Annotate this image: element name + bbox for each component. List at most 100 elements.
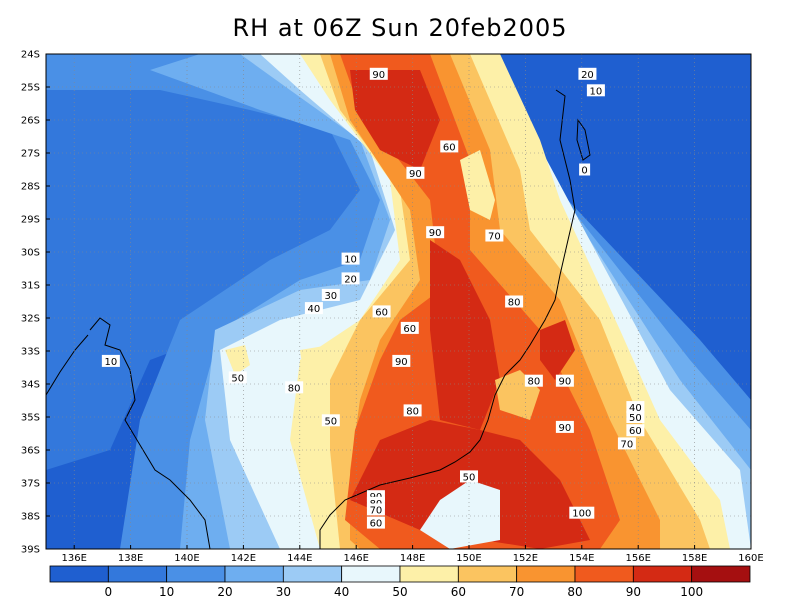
lat-label: 39S: [21, 545, 40, 556]
contour-label-text: 90: [372, 70, 385, 81]
lon-label: 160E: [738, 553, 763, 564]
contour-label-text: 50: [231, 373, 244, 384]
coastline-island: [576, 118, 591, 161]
colorbar-label: 50: [392, 585, 407, 599]
contour-label-bg: [524, 374, 543, 387]
contour-label: 90: [406, 166, 425, 180]
colorbar-label: 40: [334, 585, 349, 599]
contour-label-text: 10: [344, 255, 357, 266]
contour-label-text: 0: [581, 166, 587, 177]
contour-label: 100: [569, 506, 595, 520]
contour-label-text: 90: [409, 169, 422, 180]
lat-label: 26S: [21, 116, 40, 127]
contour-label-text: 100: [572, 509, 591, 520]
lon-label: 154E: [569, 553, 594, 564]
contour-pocket-center: [300, 345, 330, 385]
lon-label: 156E: [625, 553, 650, 564]
colorbar-swatch: [632, 565, 693, 583]
contour-label: 90: [426, 226, 445, 239]
contour-label-text: 80: [508, 298, 521, 309]
contour-band-red-north: [350, 70, 440, 170]
lon-label: 148E: [400, 553, 425, 564]
contour-label-bg: [341, 272, 360, 285]
contour-label-bg: [505, 295, 524, 308]
lon-label: 138E: [118, 553, 143, 564]
contour-label-text: 80: [527, 377, 540, 388]
contour-label-text: 80: [288, 383, 301, 394]
colorbar-swatch: [107, 565, 168, 583]
contour-label: 90: [392, 354, 411, 368]
contour-label: 70: [366, 503, 385, 516]
latitude-labels: 24S 25S 26S 27S 28S 29S 30S 31S 32S 33S 34S 35S 36S 3…: [21, 50, 50, 556]
colorbar-label: 90: [626, 585, 641, 599]
contour-label: 90: [555, 374, 574, 388]
colorbar-label: 70: [509, 585, 524, 599]
contour-label-bg: [617, 437, 636, 450]
contour-label-text: 90: [429, 228, 442, 239]
lon-label: 140E: [174, 553, 199, 564]
contour-label-text: 80: [406, 406, 419, 417]
contour-label-text: 90: [559, 423, 572, 434]
contour-label-text: 60: [370, 519, 383, 530]
colorbar-label: 20: [217, 585, 232, 599]
contour-label-bg: [426, 226, 445, 239]
lon-label: 144E: [287, 553, 312, 564]
contour-label: 50: [228, 371, 247, 384]
contour-label-text: 60: [629, 426, 642, 437]
lat-label: 38S: [21, 512, 40, 523]
contour-label-text: 40: [308, 304, 321, 315]
colorbar-swatch: [224, 565, 284, 583]
lat-label: 28S: [21, 182, 40, 193]
lat-label: 36S: [21, 446, 40, 457]
contour-label-bg: [369, 67, 388, 80]
contour-label-bg: [460, 470, 478, 483]
contour-label-text: 90: [395, 357, 408, 368]
contour-label: 20: [578, 67, 597, 81]
contour-label-bg: [578, 67, 597, 80]
contour-label-bg: [228, 371, 247, 384]
contour-label-bg: [101, 354, 120, 367]
contour-label-bg: [626, 424, 645, 437]
colorbar-label: 0: [105, 585, 113, 599]
contour-label: 20: [341, 272, 360, 285]
lat-lon-grid: [46, 54, 751, 549]
lat-label: 35S: [21, 413, 40, 424]
colorbar-swatch: [399, 565, 459, 583]
lon-label: 136E: [61, 553, 86, 564]
contour-label: 90: [555, 420, 574, 434]
contour-pocket-west: [225, 345, 250, 375]
contour-label: 60: [366, 516, 385, 530]
contour-label: 80: [285, 381, 304, 394]
contour-label-bg: [555, 374, 574, 387]
contour-label-bg: [392, 354, 411, 367]
contour-label-bg: [321, 414, 340, 427]
contour-label-bg: [366, 516, 385, 529]
contour-label: 10: [341, 252, 360, 266]
contour-label: 70: [617, 437, 636, 450]
contour-label: 90: [369, 67, 388, 81]
contour-band-west-10: [46, 54, 380, 470]
coastline: [46, 89, 591, 549]
lat-label: 25S: [21, 83, 40, 94]
lat-label: 34S: [21, 380, 40, 391]
contour-label: 60: [372, 305, 391, 318]
contour-label: 10: [101, 354, 120, 368]
contour-label-text: 10: [590, 86, 603, 97]
colorbar: 0 10 20 30 40 50 60 70 80 90 100: [49, 565, 751, 599]
contour-label: 80: [524, 374, 543, 388]
lon-label: 158E: [682, 553, 707, 564]
contour-label-bg: [403, 404, 422, 417]
contour-label-text: 10: [104, 357, 117, 368]
colorbar-label: 60: [451, 585, 466, 599]
contour-label: 40: [626, 401, 645, 414]
colorbar-swatch: [574, 565, 634, 583]
contour-label-bg: [321, 288, 340, 301]
contour-band-red-center: [430, 240, 500, 430]
contour-label-bg: [626, 401, 645, 414]
contour-label: 10: [586, 84, 605, 97]
contour-label: 30: [321, 288, 340, 302]
lon-label: 150E: [456, 553, 481, 564]
contour-label-text: 40: [629, 403, 642, 414]
contour-label-bg: [304, 302, 323, 315]
contour-label-text: 70: [488, 232, 501, 243]
